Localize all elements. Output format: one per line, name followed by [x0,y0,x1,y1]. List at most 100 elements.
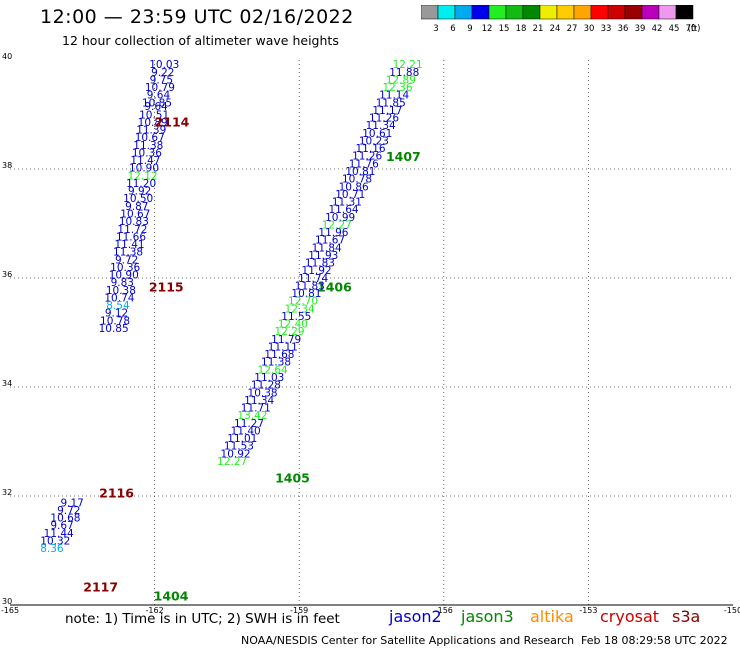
wave-height-point: 11.76 [349,158,379,170]
wave-height-point: 11.11 [268,341,298,353]
colorbar-level-label: 18 [516,24,527,34]
wave-height-point: 9.72 [115,254,138,266]
wave-height-point: 10.74 [104,292,134,304]
track-pass-label: 2117 [83,579,118,594]
wave-height-point: 10.38 [248,387,278,399]
colorbar-unit: (ft) [688,24,701,34]
y-tick-label: 38 [2,161,12,170]
x-tick-label: -150 [724,606,740,615]
wave-height-point: 10.78 [342,174,372,186]
wave-height-point: 12.21 [393,59,423,71]
wave-height-point: 11.20 [126,178,156,190]
wave-height-point: 11.68 [264,349,294,361]
colorbar-level-label: 45 [669,24,680,34]
wave-height-point: 8.54 [106,300,130,312]
colorbar-level-label: 24 [550,24,561,34]
wave-height-point: 9.12 [105,308,128,320]
wave-height-point: 11.67 [315,235,345,247]
wave-height-point: 10.78 [100,315,130,327]
wave-height-point: 11.34 [244,395,274,407]
wave-height-point: 10.89 [138,117,168,129]
wave-height-point: 11.79 [271,334,301,346]
wave-height-point: 10.81 [291,288,321,300]
wave-height-point: 9.64 [147,90,171,102]
wave-height-point: 10.90 [129,163,159,175]
wave-height-point: 10.90 [109,270,139,282]
wave-height-point: 13.42 [237,410,267,422]
wave-height-point: 10.85 [99,323,129,335]
wave-height-point: 12.70 [288,296,318,308]
wave-height-point: 8.36 [40,543,64,555]
legend-s3a: s3a [672,607,701,626]
chart-subtitle: 12 hour collection of altimeter wave hei… [62,33,339,48]
wave-height-point: 11.34 [366,120,396,132]
colorbar-level-label: 15 [499,24,510,34]
wave-height-point: 11.38 [113,247,143,259]
wave-height-point: 11.31 [332,197,362,209]
y-tick-label: 30 [2,597,12,606]
x-tick-label: -165 [1,606,19,615]
wave-height-point: 12.40 [278,319,308,331]
wave-height-point: 11.26 [369,113,399,125]
wave-height-point: 11.92 [302,265,332,277]
x-tick-label: -162 [146,606,164,615]
colorbar-level-label: 21 [533,24,544,34]
wave-height-point: 9.22 [151,67,174,79]
wave-height-point: 11.83 [295,280,325,292]
wave-height-point: 12.36 [382,82,412,94]
colorbar-level-label: 27 [567,24,578,34]
wave-height-point: 12.27 [217,456,247,468]
wave-height-point: 9.72 [57,505,80,517]
wave-height-point: 11.40 [231,425,261,437]
colorbar-level-label: 12 [482,24,493,34]
wave-height-point: 12.29 [275,326,305,338]
wave-height-point: 11.84 [312,242,342,254]
wave-height-point: 11.38 [133,140,163,152]
track-pass-label: 1404 [154,589,189,604]
wave-height-point: 11.44 [44,528,74,540]
wave-height-point: 10.67 [135,132,165,144]
track-pass-label: 1407 [386,149,421,164]
wave-height-point: 11.14 [379,90,409,102]
wave-height-point: 10.32 [40,536,70,548]
track-pass-label: 2115 [149,280,184,295]
wave-height-point: 11.85 [376,97,406,109]
wave-height-point: 10.50 [123,193,153,205]
colorbar-level-label: 36 [618,24,629,34]
wave-height-point: 10.71 [335,189,365,201]
credit-timestamp: Feb 18 08:29:58 UTC 2022 [581,634,728,647]
colorbar-level-label: 39 [635,24,646,34]
wave-height-point: 11.16 [356,143,386,155]
wave-height-point: 11.01 [227,433,257,445]
wave-height-point: 10.85 [142,97,172,109]
wave-height-point: 12.27 [322,219,352,231]
wave-height-point: 10.23 [359,135,389,147]
wave-height-point: 10.67 [120,209,150,221]
wave-height-point: 10.38 [106,285,136,297]
wave-height-point: 11.74 [298,273,328,285]
wave-height-point: 11.17 [372,105,402,117]
colorbar-level-label: 6 [450,24,455,34]
footnote: note: 1) Time is in UTC; 2) SWH is in fe… [65,611,340,627]
wave-height-point: 11.53 [224,441,254,453]
wave-height-point: 9.92 [128,186,151,198]
wave-height-point: 10.86 [339,181,369,193]
wave-height-point: 12.12 [128,170,158,182]
wave-height-point: 11.72 [117,224,147,236]
wave-height-point: 10.83 [119,216,149,228]
wave-height-point: 10.92 [221,448,251,460]
wave-height-point: 11.28 [251,380,281,392]
legend-jason2: jason2 [389,607,442,626]
wave-height-point: 9.67 [50,520,73,532]
track-pass-label: 2114 [155,114,190,129]
wave-height-point: 10.68 [50,513,80,525]
track-pass-label: 1405 [275,470,310,485]
color-scale-legend: 3 6 9 12 15 18 21 24 27 30 33 36 39 42 45 70(ft) [421,5,701,34]
wave-height-point: 11.39 [136,125,166,137]
chart-title: 12:00 — 23:59 UTC 02/16/2022 [40,6,354,28]
x-tick-label: -156 [435,606,453,615]
colorbar-level-label: 70 [686,24,697,34]
wave-height-point: 12.64 [258,364,288,376]
legend-cryosat: cryosat [600,607,660,626]
wave-height-point: 11.27 [234,418,264,430]
